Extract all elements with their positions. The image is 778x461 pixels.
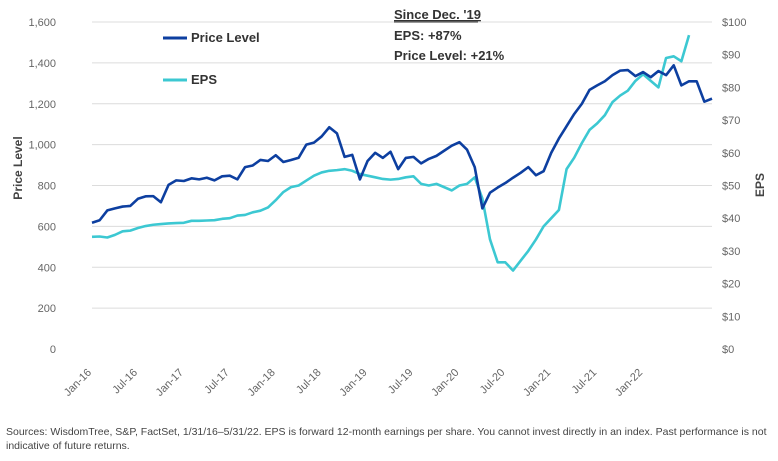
price-level-line bbox=[91, 64, 713, 224]
left-tick-label: 800 bbox=[38, 181, 56, 193]
annotation-box: Since Dec. '19 EPS: +87% Price Level: +2… bbox=[394, 7, 505, 63]
right-tick-label: $30 bbox=[722, 246, 740, 258]
right-axis-title: EPS bbox=[753, 173, 767, 197]
x-tick-label: Jan-16 bbox=[62, 367, 94, 399]
right-tick-label: $100 bbox=[722, 17, 746, 29]
legend-price-label: Price Level bbox=[191, 30, 260, 45]
x-tick-label: Jan-18 bbox=[246, 367, 278, 399]
right-tick-label: $60 bbox=[722, 148, 740, 160]
right-tick-label: $90 bbox=[722, 50, 740, 62]
legend-eps-label: EPS bbox=[191, 72, 217, 87]
x-tick-label: Jul-19 bbox=[386, 367, 416, 397]
right-tick-label: $20 bbox=[722, 279, 740, 291]
x-tick-label: Jan-19 bbox=[337, 367, 369, 399]
annotation-heading: Since Dec. '19 bbox=[394, 7, 481, 22]
left-axis-title: Price Level bbox=[11, 136, 25, 199]
left-tick-label: 1,600 bbox=[28, 17, 56, 29]
left-tick-label: 400 bbox=[38, 262, 56, 274]
x-tick-label: Jul-21 bbox=[570, 367, 600, 397]
x-tick-label: Jan-21 bbox=[521, 367, 553, 399]
eps-line bbox=[91, 34, 691, 272]
gridlines bbox=[92, 21, 712, 309]
right-tick-label: $50 bbox=[722, 181, 740, 193]
left-tick-label: 200 bbox=[38, 303, 56, 315]
right-tick-label: $80 bbox=[722, 82, 740, 94]
left-tick-label: 1,000 bbox=[28, 140, 56, 152]
left-tick-label: 600 bbox=[38, 221, 56, 233]
right-tick-label: $10 bbox=[722, 311, 740, 323]
source-footnote: Sources: WisdomTree, S&P, FactSet, 1/31/… bbox=[6, 426, 767, 452]
x-tick-label: Jul-18 bbox=[294, 367, 324, 397]
right-tick-label: $0 bbox=[722, 344, 734, 356]
left-axis-ticks: 0 200 400 600 800 1,000 1,200 1,400 1,600 bbox=[28, 17, 56, 356]
left-tick-label: 1,400 bbox=[28, 58, 56, 70]
left-tick-label: 1,200 bbox=[28, 99, 56, 111]
annotation-eps: EPS: +87% bbox=[394, 28, 462, 43]
x-tick-label: Jan-20 bbox=[429, 367, 461, 399]
left-tick-label: 0 bbox=[50, 344, 56, 356]
x-tick-label: Jul-16 bbox=[110, 367, 140, 397]
right-tick-label: $40 bbox=[722, 213, 740, 225]
legend: Price Level EPS bbox=[163, 30, 260, 87]
x-tick-label: Jul-20 bbox=[478, 367, 508, 397]
right-tick-label: $70 bbox=[722, 115, 740, 127]
annotation-price: Price Level: +21% bbox=[394, 48, 505, 63]
x-tick-label: Jan-17 bbox=[154, 367, 186, 399]
x-tick-label: Jan-22 bbox=[613, 367, 645, 399]
x-axis-ticks: Jan-16 Jul-16 Jan-17 Jul-17 Jan-18 Jul-18 Jan-… bbox=[62, 367, 645, 399]
series-lines bbox=[91, 34, 713, 272]
x-tick-label: Jul-17 bbox=[202, 367, 232, 397]
right-axis-ticks: $0 $10 $20 $30 $40 $50 $60 $70 $80 $90 $100 bbox=[722, 17, 746, 356]
